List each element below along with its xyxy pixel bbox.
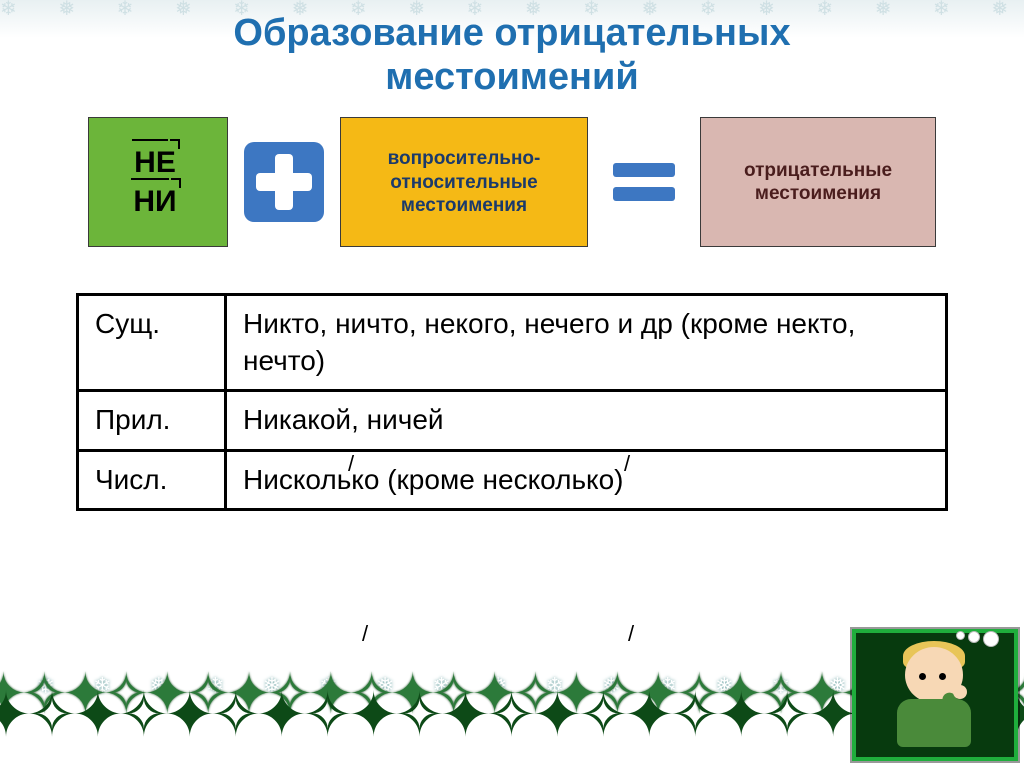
table-row: Сущ. Никто, ничто, некого, нечего и др (… (78, 295, 947, 391)
table-row: Прил. Никакой, ничей (78, 391, 947, 450)
title-line-2: местоимений (0, 56, 1024, 100)
plus-icon (244, 142, 324, 222)
formula-row: НЕ НИ вопросительно- относительные место… (0, 117, 1024, 247)
row-text: Никто, ничто, некого, нечего и др (кроме… (226, 295, 947, 391)
negative-pronouns-box: отрицательные местоимения (700, 117, 936, 247)
stress-mark-icon: / (628, 621, 634, 647)
examples-table-wrap: Сущ. Никто, ничто, некого, нечего и др (… (76, 293, 948, 511)
page-title: Образование отрицательных местоимений (0, 0, 1024, 99)
stress-mark-icon: / (362, 621, 368, 647)
thinking-kid-icon (875, 641, 995, 757)
result-line-2: местоимения (707, 182, 929, 206)
row-label: Прил. (78, 391, 226, 450)
examples-table: Сущ. Никто, ничто, некого, нечего и др (… (76, 293, 948, 511)
mid-line-3: местоимения (347, 194, 581, 218)
prefix-box: НЕ НИ (88, 117, 228, 247)
result-line-1: отрицательные (707, 159, 929, 183)
row-text: Нисколько (кроме несколько) (226, 450, 947, 509)
prefix-ne: НЕ (134, 143, 182, 182)
mid-line-1: вопросительно- (347, 147, 581, 171)
table-row: Числ. Нисколько (кроме несколько) (78, 450, 947, 509)
row-text: Никакой, ничей (226, 391, 947, 450)
title-line-1: Образование отрицательных (0, 12, 1024, 56)
mid-line-2: относительные (347, 171, 581, 195)
equals-icon (604, 163, 684, 201)
stress-mark-icon: / (348, 451, 354, 477)
row-label: Числ. (78, 450, 226, 509)
thinking-kid-panel (852, 629, 1018, 761)
interrogative-relative-box: вопросительно- относительные местоимения (340, 117, 588, 247)
row-label: Сущ. (78, 295, 226, 391)
prefix-ni: НИ (133, 182, 182, 221)
stress-mark-icon: / (624, 451, 630, 477)
